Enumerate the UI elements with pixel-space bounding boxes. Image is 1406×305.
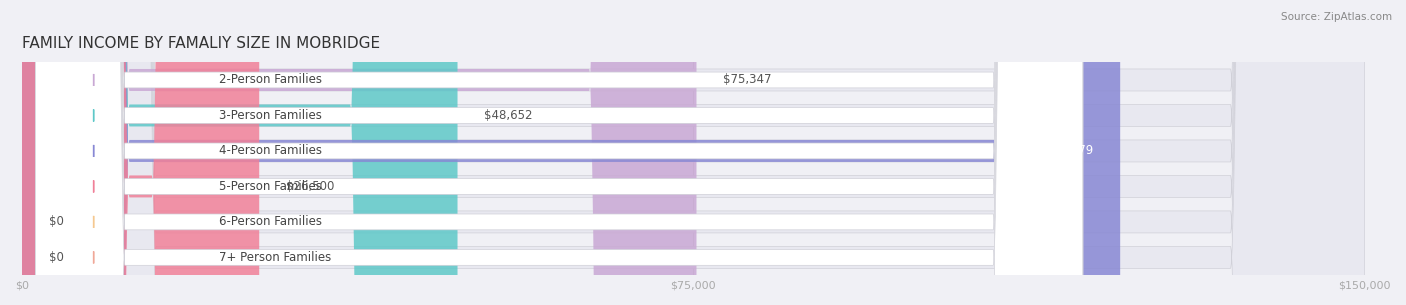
FancyBboxPatch shape: [22, 0, 259, 305]
Text: FAMILY INCOME BY FAMALIY SIZE IN MOBRIDGE: FAMILY INCOME BY FAMALIY SIZE IN MOBRIDG…: [22, 36, 380, 51]
Text: 3-Person Families: 3-Person Families: [219, 109, 322, 122]
Text: $122,679: $122,679: [1038, 145, 1094, 157]
FancyBboxPatch shape: [35, 0, 1083, 305]
Text: 5-Person Families: 5-Person Families: [219, 180, 322, 193]
FancyBboxPatch shape: [22, 0, 696, 305]
FancyBboxPatch shape: [22, 0, 457, 305]
Text: 2-Person Families: 2-Person Families: [219, 74, 322, 87]
FancyBboxPatch shape: [22, 0, 1121, 305]
FancyBboxPatch shape: [22, 0, 1365, 305]
Text: 7+ Person Families: 7+ Person Families: [219, 251, 332, 264]
FancyBboxPatch shape: [22, 0, 1365, 305]
Text: Source: ZipAtlas.com: Source: ZipAtlas.com: [1281, 12, 1392, 22]
FancyBboxPatch shape: [35, 0, 1083, 305]
Text: 6-Person Families: 6-Person Families: [219, 215, 322, 228]
FancyBboxPatch shape: [22, 0, 1365, 305]
FancyBboxPatch shape: [22, 0, 1365, 305]
Text: $75,347: $75,347: [723, 74, 772, 87]
Text: 4-Person Families: 4-Person Families: [219, 145, 322, 157]
FancyBboxPatch shape: [35, 0, 1083, 305]
FancyBboxPatch shape: [22, 0, 1365, 305]
FancyBboxPatch shape: [35, 0, 1083, 305]
Text: $26,500: $26,500: [285, 180, 335, 193]
Text: $48,652: $48,652: [485, 109, 533, 122]
Text: $0: $0: [49, 215, 63, 228]
FancyBboxPatch shape: [22, 0, 1365, 305]
FancyBboxPatch shape: [35, 0, 1083, 305]
Text: $0: $0: [49, 251, 63, 264]
FancyBboxPatch shape: [35, 0, 1083, 305]
